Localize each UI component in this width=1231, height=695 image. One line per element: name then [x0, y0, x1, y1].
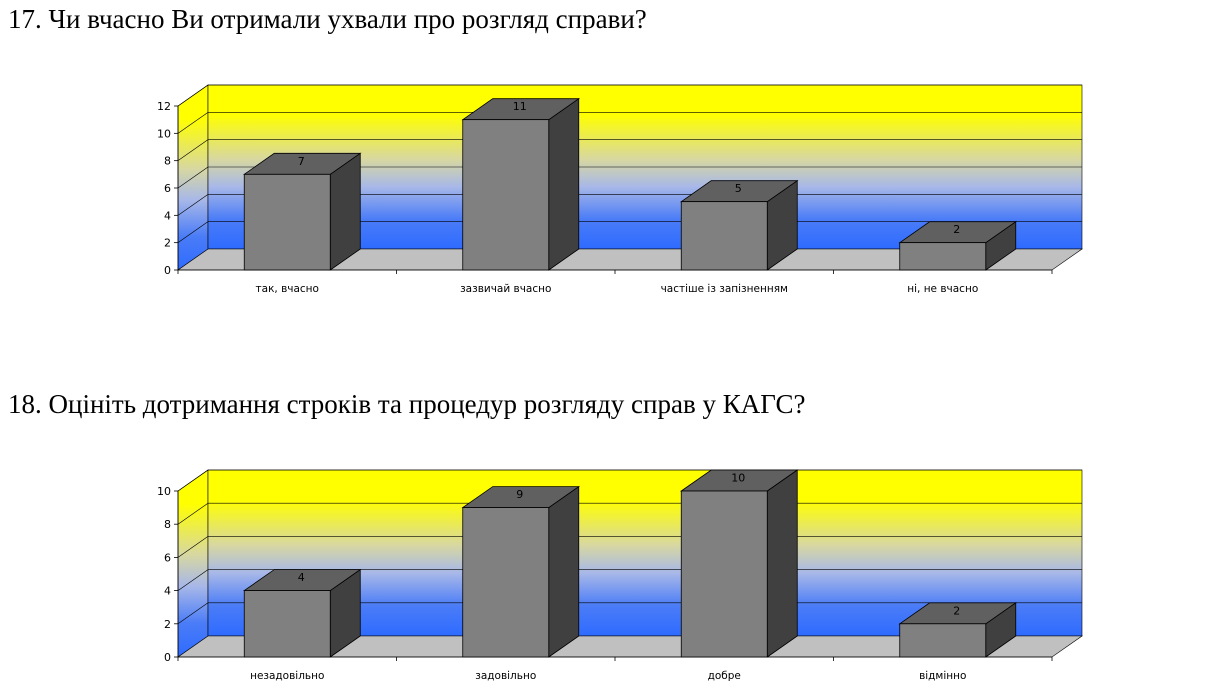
gridline-side: [177, 502, 209, 525]
category-label: так, вчасно: [256, 283, 319, 295]
y-tick-label: 12: [157, 100, 171, 113]
data-label: 11: [513, 100, 527, 113]
bar-1: [242, 152, 362, 271]
data-label: 5: [735, 182, 742, 195]
y-tick-label: 4: [164, 209, 171, 222]
bar-4: [898, 602, 1018, 658]
gridline-side: [177, 221, 209, 243]
y-tick-label: 8: [164, 155, 171, 168]
data-label: 7: [298, 155, 305, 168]
bar-1: [242, 568, 362, 658]
bar-4: [898, 220, 1018, 271]
bar-side: [548, 485, 580, 658]
category-label: ні, не вчасно: [907, 283, 978, 295]
y-tick-label: 6: [164, 551, 171, 564]
category-label: зазвичай вчасно: [460, 283, 551, 295]
data-label: 2: [953, 604, 960, 617]
bar-front: [243, 173, 331, 271]
chart-question-17: 0 2 4 6 8 10 12 7 так, вчасно 11 зазвичай вчасно 5 ч…: [157, 84, 1083, 295]
chart-question-18: 0 2 4 6 8 10 4 незадовільно 9 задовільно 10 добре 2 в…: [157, 469, 1083, 682]
bar-2: [461, 485, 581, 658]
category-label: частіше із запізненням: [661, 283, 788, 295]
bar-2: [461, 97, 581, 271]
bar-front: [680, 201, 768, 271]
y-tick-label: 4: [164, 585, 171, 598]
gridline-side: [177, 112, 209, 134]
category-label: добре: [708, 670, 741, 682]
gridline-side: [177, 602, 209, 625]
gridline-side: [177, 194, 209, 216]
bar-front: [243, 590, 331, 658]
y-tick-label: 0: [164, 264, 171, 277]
bar-front: [462, 507, 550, 658]
data-label: 9: [516, 488, 523, 501]
bar-front: [899, 242, 987, 271]
y-tick-label: 2: [164, 237, 171, 250]
bar-front: [899, 623, 987, 658]
question-17-title: 17. Чи вчасно Ви отримали ухвали про роз…: [8, 4, 647, 34]
category-label: незадовільно: [250, 670, 324, 682]
bar-side: [766, 469, 798, 658]
bar-3: [679, 179, 799, 271]
bar-3: [679, 469, 799, 658]
chart-side-wall: [177, 469, 209, 658]
y-tick-label: 10: [157, 485, 171, 498]
gridline-side: [177, 84, 209, 107]
question-18-title: 18. Оцініть дотримання строків та процед…: [8, 389, 806, 419]
data-label: 4: [298, 571, 305, 584]
gridline-side: [177, 469, 209, 492]
gridline-side: [177, 569, 209, 591]
data-label: 2: [953, 223, 960, 236]
category-label: задовільно: [475, 670, 536, 682]
bar-front: [680, 490, 768, 658]
y-tick-label: 6: [164, 182, 171, 195]
y-tick-label: 10: [157, 127, 171, 140]
y-tick-label: 0: [164, 651, 171, 664]
data-label: 10: [731, 472, 745, 485]
y-tick-label: 2: [164, 618, 171, 631]
gridline-side: [177, 536, 209, 558]
bar-front: [462, 119, 550, 271]
gridline-side: [177, 139, 209, 161]
gridline-side: [177, 166, 209, 189]
category-label: відмінно: [919, 670, 966, 682]
bar-side: [548, 97, 580, 271]
y-tick-label: 8: [164, 518, 171, 531]
